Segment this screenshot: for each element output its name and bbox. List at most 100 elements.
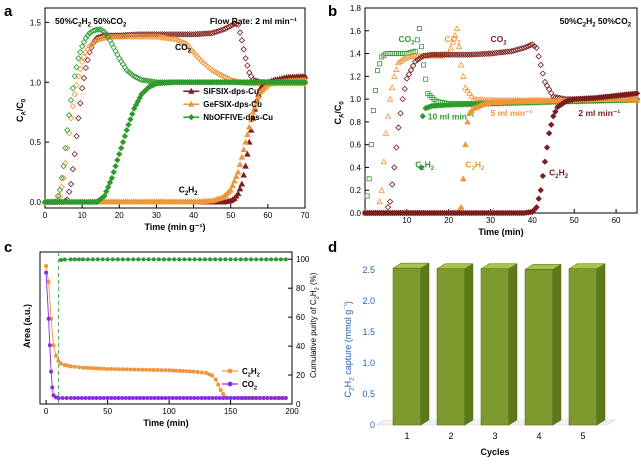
panel-c-point [72, 396, 77, 400]
panel-c-point [90, 257, 95, 262]
panel-b-point [399, 56, 406, 63]
panel-d-bar-side [508, 263, 518, 426]
panel-b-point [457, 61, 465, 68]
panel-b-point [525, 42, 532, 50]
panel-c-series-2 [58, 257, 288, 262]
panel-c-point [197, 257, 202, 262]
panel-d-ytick-label: 1.5 [362, 327, 375, 337]
panel-c-point [207, 372, 212, 377]
panel-a-point [62, 144, 69, 152]
panel-a-point [151, 33, 158, 40]
panel-a-point [136, 33, 144, 40]
panel-c-point [49, 369, 54, 374]
panel-c-y2tick-label: 0 [296, 400, 301, 409]
panel-c-point [127, 396, 132, 400]
panel-b-point [376, 198, 383, 205]
panel-a-point [167, 35, 175, 42]
panel-a-point [73, 132, 80, 140]
panel-c-point [95, 366, 100, 371]
panel-a-point [175, 31, 183, 38]
panel-c-point [100, 257, 105, 262]
panel-b-point [447, 51, 454, 58]
panel-a-point [130, 33, 137, 40]
panel-d-xtick-label: 1 [404, 431, 409, 441]
panel-c-point [265, 396, 270, 400]
panel-a-point [116, 33, 123, 40]
panel-b-point [443, 51, 450, 58]
panel-a-point [244, 150, 251, 157]
panel-a-point [82, 34, 90, 42]
panel-b-point [386, 95, 394, 102]
panel-b-point [548, 89, 555, 97]
panel-a-point [80, 53, 88, 61]
panel-c-legend-marker [227, 381, 233, 387]
panel-a-point [165, 35, 172, 42]
panel-b-point [384, 112, 392, 119]
panel-b-point [421, 62, 427, 68]
panel-a-point [60, 162, 67, 170]
panel-c-point [145, 396, 150, 400]
panel-c-point [126, 257, 131, 262]
panel-a-point [84, 56, 91, 64]
panel-c-point [112, 396, 117, 400]
panel-c-point [280, 396, 285, 400]
panel-c-point [124, 367, 129, 372]
panel-c-point [56, 359, 61, 364]
panel-c-point [141, 396, 146, 400]
panel-a-point [136, 75, 143, 83]
panel-b-xtick-label: 30 [486, 216, 495, 225]
panel-a-point [69, 85, 77, 92]
panel-b-point [403, 75, 411, 82]
panel-a-point [112, 162, 119, 170]
panel-c-point [155, 368, 160, 373]
panel-b-point [412, 58, 419, 65]
panel-c-line [60, 258, 286, 261]
panel-b-annotation: 2 ml min⁻¹ [578, 108, 620, 118]
panel-c-point [138, 396, 143, 400]
panel-c-point [239, 396, 244, 400]
panel-a-point [227, 22, 234, 30]
panel-c-point [269, 396, 274, 400]
panel-c-point [224, 396, 229, 400]
panel-c-point [170, 368, 175, 373]
panel-a-point [138, 33, 146, 40]
panel-b-ytick-label: 1.2 [350, 72, 362, 81]
panel-a-point [101, 192, 108, 200]
panel-a-point [95, 26, 103, 33]
panel-a-point [231, 177, 238, 184]
panel-a-legend-marker [188, 114, 195, 121]
panel-c-point [195, 396, 200, 400]
panel-a-point [104, 183, 112, 191]
panel-c-point [105, 257, 110, 262]
panel-a-legend-label: NbOFFIVE-dps-Cu [203, 113, 273, 122]
panel-b-ytick-label: 1.8 [350, 4, 362, 13]
panel-c-point [250, 396, 255, 400]
panel-c-point [159, 396, 164, 400]
panel-a-point [110, 168, 117, 176]
panel-a-point [108, 40, 116, 48]
panel-a-point [58, 174, 65, 182]
panel-b-point [533, 44, 540, 52]
panel-a-series-4 [41, 76, 309, 205]
panel-b-point [462, 141, 469, 148]
panel-b-point [407, 66, 415, 74]
panel-a-xtick-label: 20 [115, 211, 124, 220]
panel-a-point [90, 40, 97, 47]
panel-a-point [247, 73, 255, 80]
panel-d-chart: 0 0.5 1.0 1.5 2.0 2.5 C2H2 capture (mmol g⁻¹) 1… [343, 262, 617, 457]
panel-a-point [86, 29, 93, 37]
panel-a-point [64, 144, 71, 152]
panel-b-point [520, 44, 528, 52]
panel-a-point [99, 35, 106, 42]
panel-c-point [76, 257, 81, 262]
panel-c-point [167, 396, 172, 400]
panel-c-point [132, 367, 137, 372]
panel-b-point [375, 68, 381, 74]
panel-b-xlabel: Time (min) [478, 227, 523, 237]
panel-c-point [76, 396, 81, 400]
panel-b-point [453, 51, 461, 58]
panel-c-point [274, 257, 279, 262]
panel-c-point [159, 368, 164, 373]
panel-d-bar-side [464, 263, 474, 426]
